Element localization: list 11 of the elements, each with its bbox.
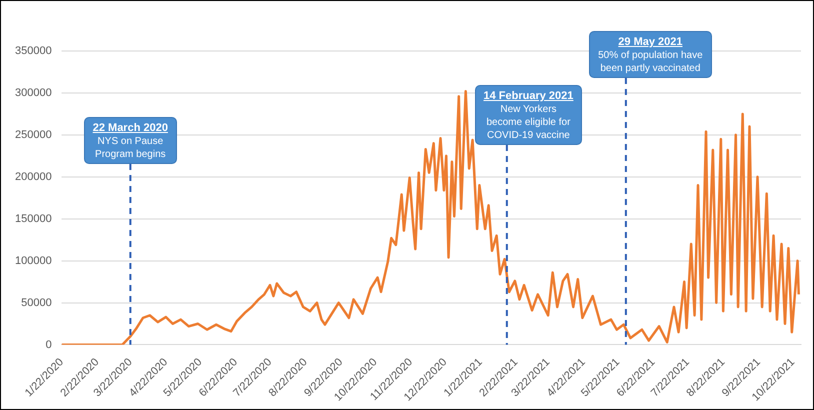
y-tick-label: 100000	[14, 254, 52, 267]
y-tick-label: 350000	[14, 45, 52, 58]
y-tick-label: 200000	[14, 170, 52, 183]
y-tick-label: 50000	[21, 296, 52, 309]
ref-line-label: 22 March 2020 NYS on Pause Program begins	[92, 122, 169, 161]
ref-line-label: 29 May 2021 50% of population have been partly vaccinated	[597, 36, 704, 75]
y-tick-label: 0	[46, 338, 52, 351]
y-tick-label: 250000	[14, 128, 52, 141]
ref-line-label: 14 February 2021 New Yorkers become eligible for COVID-19 vaccine	[482, 90, 574, 142]
y-tick-label: 300000	[14, 86, 52, 99]
y-tick-label: 150000	[14, 212, 52, 225]
